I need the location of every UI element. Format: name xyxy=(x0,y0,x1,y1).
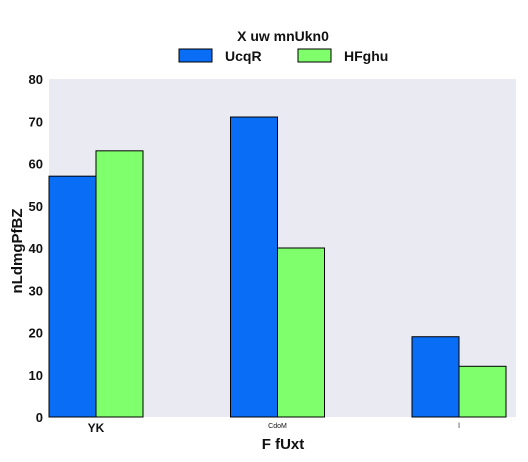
x-axis-ticks: YK CdoM l xyxy=(88,421,461,435)
bar-HFghu-YK xyxy=(95,150,144,418)
bar-HFghu-CdoM xyxy=(277,247,325,418)
y-tick-label: 40 xyxy=(29,241,43,256)
y-tick-label: 60 xyxy=(29,157,43,172)
y-tick-label: 0 xyxy=(36,410,43,425)
y-tick-label: 50 xyxy=(29,199,43,214)
bar-UcqR-l xyxy=(411,336,460,418)
bar-UcqR-YK xyxy=(48,175,97,418)
bar-UcqR-CdoM xyxy=(230,116,278,418)
bars-layer xyxy=(48,116,507,418)
x-tick-label: l xyxy=(458,423,460,430)
x-tick-label: CdoM xyxy=(268,423,287,430)
x-axis-label: F fUxt xyxy=(262,436,305,453)
y-tick-label: 80 xyxy=(29,72,43,87)
legend-title: X uw mnUkn0 xyxy=(237,28,329,44)
legend-label: HFghu xyxy=(344,48,388,64)
y-tick-label: 20 xyxy=(29,326,43,341)
legend-label: UcqR xyxy=(225,48,262,64)
y-axis-ticks: 0 10 20 30 40 50 60 70 80 xyxy=(29,72,43,425)
legend: UcqR HFghu xyxy=(178,48,388,64)
y-axis-label: nLdmgPfBZ xyxy=(9,209,26,294)
y-tick-label: 10 xyxy=(29,368,43,383)
legend-swatch xyxy=(178,48,213,63)
x-tick-label: YK xyxy=(88,421,105,435)
bar-HFghu-l xyxy=(458,365,507,418)
y-tick-label: 70 xyxy=(29,114,43,129)
legend-swatch xyxy=(297,48,332,63)
y-tick-label: 30 xyxy=(29,283,43,298)
